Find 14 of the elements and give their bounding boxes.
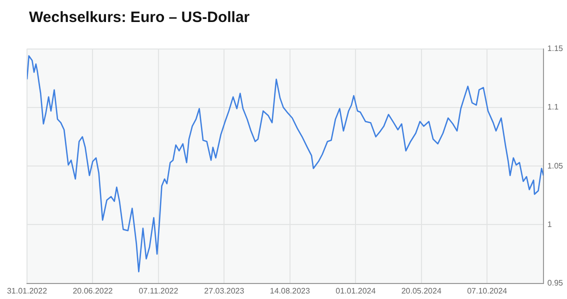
chart-title: Wechselkurs: Euro – US-Dollar — [29, 9, 250, 26]
x-tick-label: 20.05.2024 — [401, 286, 442, 296]
x-tick-label: 01.01.2024 — [336, 286, 376, 296]
x-tick-label: 27.03.2023 — [204, 286, 245, 296]
y-tick-label: 1.15 — [547, 44, 564, 54]
x-tick-label: 31.01.2022 — [6, 286, 48, 296]
x-tick-label: 07.11.2022 — [138, 286, 179, 296]
y-tick-label: 1.05 — [547, 161, 564, 170]
y-tick-label: 0.95 — [547, 278, 564, 288]
y-tick-label: 1 — [547, 220, 552, 229]
x-tick-label: 14.08.2023 — [270, 286, 310, 296]
y-tick-label: 1.1 — [547, 102, 560, 112]
x-tick-label: 07.10.2024 — [467, 286, 508, 296]
x-tick-label: 20.06.2022 — [72, 286, 114, 296]
